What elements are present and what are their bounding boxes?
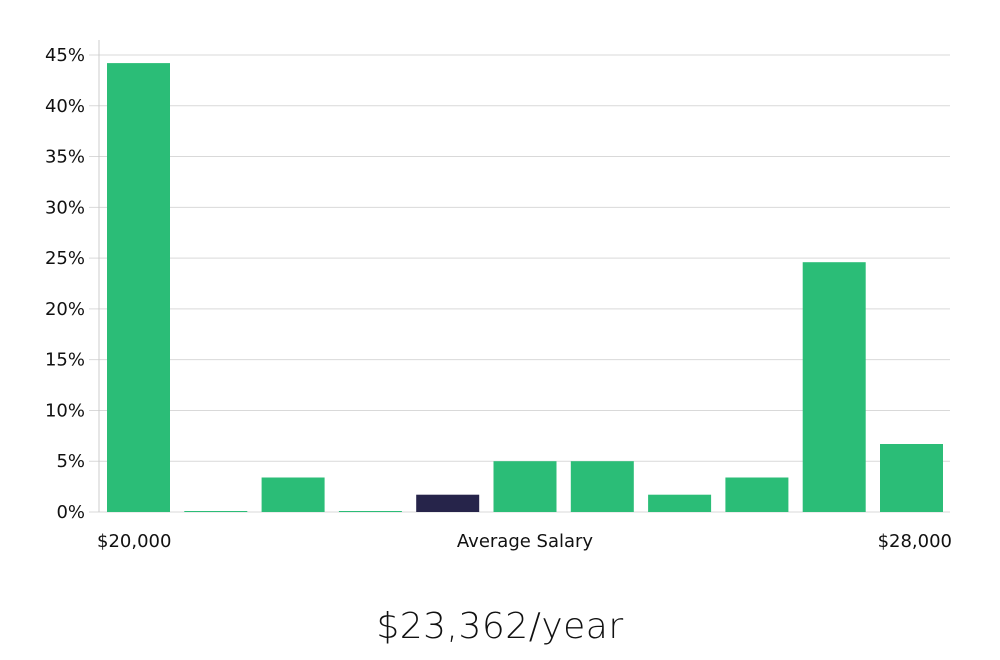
- bars: [107, 63, 943, 512]
- y-tick-label: 15%: [45, 350, 85, 371]
- bar: [184, 511, 248, 512]
- grid-lines: [89, 54, 950, 513]
- y-tick-label: 20%: [45, 299, 85, 320]
- y-tick-label: 40%: [45, 96, 85, 117]
- y-tick-label: 35%: [45, 147, 85, 168]
- bar: [107, 63, 170, 512]
- y-tick-label: 5%: [56, 451, 85, 472]
- y-tick-labels: 0% 5% 10% 15% 20% 25% 30% 35% 40% 45%: [45, 45, 85, 523]
- y-tick-label: 45%: [45, 45, 85, 66]
- bar: [261, 477, 325, 512]
- bar: [570, 461, 634, 512]
- bar: [802, 262, 866, 512]
- y-tick-label: 30%: [45, 197, 85, 218]
- y-tick-label: 10%: [45, 400, 85, 421]
- x-max-label: $28,000: [878, 531, 952, 552]
- bar-highlighted: [416, 494, 480, 512]
- x-min-label: $20,000: [97, 531, 171, 552]
- x-axis-label: Average Salary: [457, 531, 594, 552]
- y-tick-label: 0%: [56, 502, 85, 523]
- bar: [493, 461, 557, 512]
- salary-histogram: 0% 5% 10% 15% 20% 25% 30% 35% 40% 45% $20,000 Ave…: [45, 40, 952, 552]
- bar: [880, 444, 943, 512]
- average-salary-value: $23,362/year: [376, 606, 624, 647]
- bar: [338, 511, 402, 512]
- y-tick-label: 25%: [45, 248, 85, 269]
- bar: [725, 477, 789, 512]
- bar: [648, 494, 712, 512]
